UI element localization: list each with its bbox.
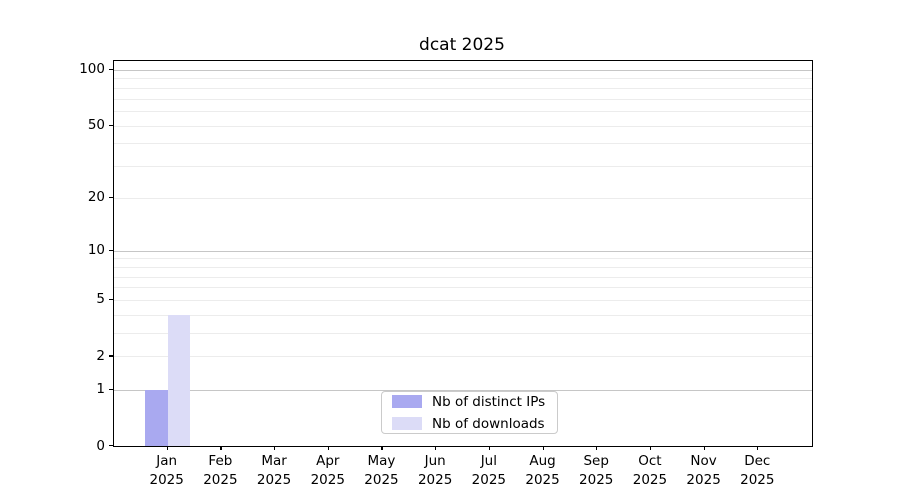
major-gridline	[114, 389, 812, 391]
minor-gridline	[114, 98, 812, 100]
x-tick-label: Aug 2025	[525, 452, 559, 490]
legend-entry: Nb of downloads	[392, 416, 547, 432]
y-tick-mark	[109, 249, 113, 251]
x-tick-label: Jan 2025	[150, 452, 184, 490]
minor-gridline	[114, 276, 812, 278]
x-tick-month: Sep	[583, 453, 609, 469]
x-tick-year: 2025	[579, 472, 614, 488]
x-tick-mark	[488, 446, 491, 450]
x-tick-month: Jan	[156, 453, 178, 469]
bar-nb-of-downloads-jan	[167, 314, 191, 446]
x-tick-year: 2025	[632, 472, 668, 488]
major-gridline	[114, 69, 812, 71]
minor-gridline	[114, 125, 812, 127]
y-tick-mark	[109, 196, 113, 199]
x-tick-mark	[542, 446, 544, 450]
legend-entry-label: Nb of downloads	[432, 415, 545, 432]
minor-gridline	[114, 266, 812, 268]
x-tick-label: Jun 2025	[418, 452, 452, 490]
x-tick-mark	[381, 446, 383, 450]
x-tick-month: May	[367, 453, 396, 469]
legend-color-swatch	[392, 417, 422, 430]
minor-gridline	[114, 111, 812, 113]
x-tick-label: Dec 2025	[740, 452, 774, 490]
y-tick-mark	[109, 298, 113, 301]
x-tick-month: Oct	[638, 453, 662, 469]
y-tick-label: 1	[96, 381, 105, 398]
legend-entry-label: Nb of distinct IPs	[432, 393, 546, 410]
minor-gridline	[114, 197, 812, 199]
x-tick-year: 2025	[525, 472, 560, 488]
x-tick-mark	[649, 446, 652, 450]
y-tick-mark	[109, 388, 113, 390]
chart-title: dcat 2025	[419, 35, 505, 55]
x-tick-year: 2025	[364, 472, 399, 488]
x-tick-month: Jul	[480, 453, 497, 469]
x-tick-month: Feb	[208, 453, 233, 469]
x-tick-year: 2025	[417, 472, 453, 488]
x-tick-month: Mar	[261, 453, 287, 469]
x-tick-label: May 2025	[364, 452, 398, 490]
minor-gridline	[114, 143, 812, 145]
y-tick-label: 10	[87, 242, 105, 259]
minor-gridline	[114, 258, 812, 260]
x-tick-year: 2025	[740, 472, 775, 488]
y-tick-mark	[109, 355, 113, 357]
y-tick-label: 2	[96, 347, 105, 364]
x-tick-mark	[327, 446, 329, 450]
x-tick-year: 2025	[256, 472, 292, 488]
x-tick-label: Feb 2025	[203, 452, 237, 490]
y-tick-label: 100	[79, 61, 105, 78]
x-tick-month: Aug	[529, 453, 556, 469]
x-tick-mark	[596, 446, 598, 450]
minor-gridline	[114, 333, 812, 335]
minor-gridline	[114, 314, 812, 316]
x-tick-mark	[274, 446, 276, 450]
minor-gridline	[114, 166, 812, 168]
x-tick-mark	[757, 446, 759, 450]
minor-gridline	[114, 78, 812, 80]
y-tick-label: 5	[96, 291, 105, 308]
x-tick-mark	[220, 446, 222, 450]
x-tick-year: 2025	[310, 472, 345, 488]
legend: Nb of distinct IPs Nb of downloads	[381, 391, 558, 434]
x-tick-month: Apr	[316, 453, 340, 469]
y-tick-mark	[109, 124, 113, 126]
y-tick-label: 20	[87, 189, 105, 206]
x-tick-month: Jun	[424, 453, 446, 469]
x-tick-label: Jul 2025	[472, 452, 506, 490]
x-tick-label: Nov 2025	[686, 452, 720, 490]
x-tick-label: Apr 2025	[311, 452, 345, 490]
y-tick-mark	[109, 68, 113, 71]
x-tick-label: Oct 2025	[633, 452, 667, 490]
legend-color-swatch	[392, 395, 422, 408]
minor-gridline	[114, 356, 812, 358]
plot-area: Nb of distinct IPs Nb of downloads	[113, 60, 813, 447]
x-tick-mark	[703, 446, 705, 450]
x-tick-mark	[166, 446, 168, 450]
y-tick-mark	[109, 445, 113, 447]
bar-nb-of-distinct-ips-jan	[145, 389, 168, 446]
x-tick-label: Sep 2025	[579, 452, 613, 490]
x-tick-year: 2025	[471, 472, 507, 488]
x-tick-month: Nov	[690, 453, 717, 469]
legend-entry: Nb of distinct IPs	[392, 394, 547, 410]
x-tick-year: 2025	[686, 472, 721, 488]
x-tick-year: 2025	[149, 472, 184, 488]
y-tick-label: 50	[87, 117, 105, 134]
minor-gridline	[114, 287, 812, 289]
x-tick-mark	[435, 446, 437, 450]
x-tick-month: Dec	[744, 453, 771, 469]
x-tick-year: 2025	[203, 472, 238, 488]
minor-gridline	[114, 299, 812, 301]
minor-gridline	[114, 87, 812, 89]
y-tick-label: 0	[96, 437, 105, 454]
x-tick-label: Mar 2025	[257, 452, 291, 490]
major-gridline	[114, 250, 812, 252]
